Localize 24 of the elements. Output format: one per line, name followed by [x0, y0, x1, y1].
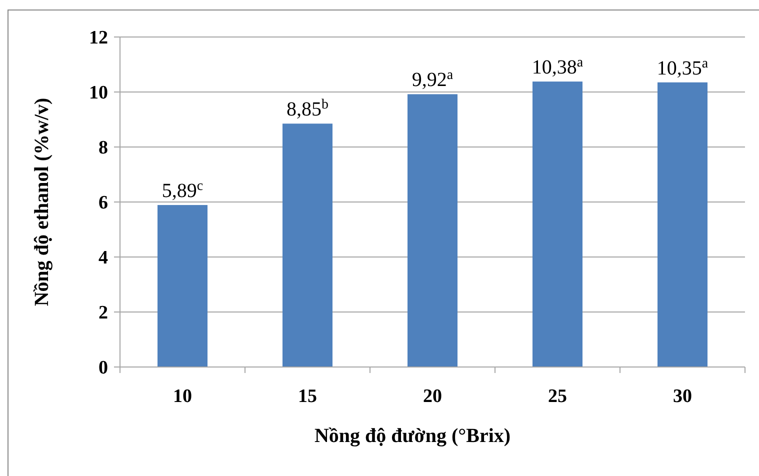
x-tick-label: 15: [298, 386, 317, 407]
y-tick-label: 4: [98, 248, 108, 269]
x-axis-title: Nồng độ đường (°Brix): [314, 425, 511, 447]
bar: [282, 124, 332, 367]
y-tick-label: 2: [98, 302, 108, 324]
y-tick-label: 10: [89, 82, 108, 104]
bar: [158, 205, 208, 367]
y-axis-title: Nồng độ ethanol (%w/v): [31, 98, 53, 306]
x-tick-label: 20: [423, 386, 442, 407]
y-tick-label: 6: [98, 192, 108, 214]
data-label: 10,35$^{a}$: [656, 56, 709, 80]
bar: [532, 82, 582, 367]
bar: [408, 94, 458, 367]
data-label: 10,38$^{a}$: [532, 55, 584, 79]
y-tick-label: 8: [98, 138, 108, 159]
data-label: 5,89$^{c}$: [162, 178, 204, 202]
data-label: 9,92$^{a}$: [412, 68, 454, 92]
y-tick-label: 12: [89, 28, 108, 49]
data-label: 8,85$^{b}$: [286, 97, 328, 121]
x-tick-label: 30: [673, 386, 692, 407]
bar: [658, 82, 708, 367]
x-tick-label: 10: [173, 386, 192, 407]
x-tick-label: 25: [548, 386, 567, 407]
y-tick-label: 0: [98, 358, 108, 379]
